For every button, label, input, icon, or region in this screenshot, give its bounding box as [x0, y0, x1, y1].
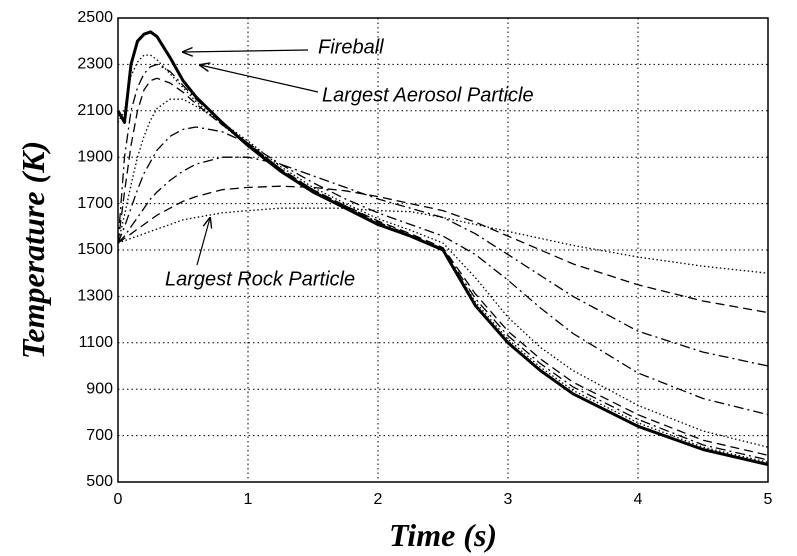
y-tick-label: 1300 — [77, 288, 113, 305]
x-tick-label: 4 — [634, 491, 643, 508]
annotation: Largest Aerosol Particle — [322, 84, 534, 106]
y-tick-label: 1700 — [77, 195, 113, 212]
x-tick-label: 1 — [244, 491, 253, 508]
annotation-arrow — [196, 218, 210, 266]
series-line — [117, 126, 769, 416]
y-tick-label: 2100 — [77, 102, 113, 119]
series-line — [117, 98, 769, 448]
y-tick-label: 500 — [86, 473, 113, 490]
y-tick-label: 700 — [86, 427, 113, 444]
y-tick-label: 2300 — [77, 56, 113, 73]
series-line — [117, 63, 769, 461]
annotation: Fireball — [318, 36, 384, 58]
x-tick-label: 2 — [374, 491, 383, 508]
annotation: Largest Rock Particle — [165, 268, 355, 290]
y-axis-label: Temperature (K) — [15, 141, 51, 359]
x-tick-label: 3 — [504, 491, 513, 508]
y-tick-label: 2500 — [77, 9, 113, 26]
y-tick-label: 1500 — [77, 241, 113, 258]
series-line — [117, 77, 769, 456]
y-tick-label: 1100 — [79, 334, 114, 351]
series-line — [116, 30, 769, 467]
y-tick-label: 1900 — [77, 148, 113, 165]
y-tick-label: 900 — [86, 380, 113, 397]
x-axis-label: Time (s) — [389, 517, 497, 553]
annotation-arrow — [183, 50, 309, 52]
plot-frame — [117, 17, 769, 483]
series-line — [117, 156, 769, 367]
series-line — [117, 54, 769, 463]
series-line — [117, 185, 769, 314]
x-tick-label: 5 — [764, 491, 773, 508]
annotation-arrow — [200, 65, 319, 93]
x-tick-label: 0 — [114, 491, 123, 508]
